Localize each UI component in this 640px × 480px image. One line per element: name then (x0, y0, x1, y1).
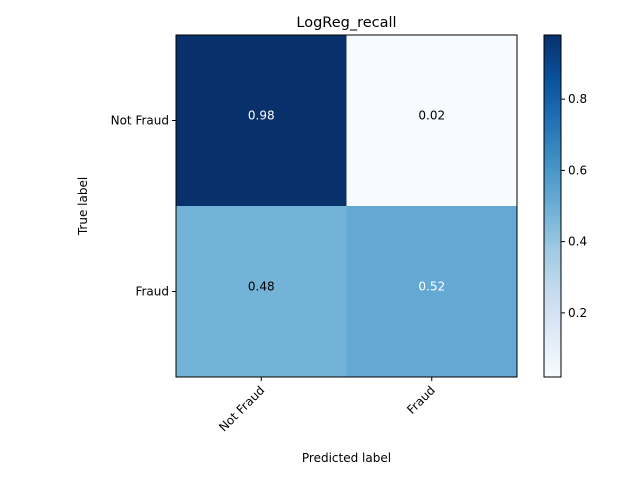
cell-value-label: 0.52 (418, 280, 445, 294)
x-tick-label: Not Fraud (216, 383, 267, 434)
colorbar-tick-label: 0.8 (568, 92, 587, 106)
x-tick-label: Fraud (404, 383, 438, 417)
chart-title: LogReg_recall (296, 15, 396, 31)
x-axis-ticks: Not Fraud Fraud (216, 377, 438, 434)
cell-value-label: 0.02 (418, 109, 445, 123)
colorbar-tick-label: 0.6 (568, 163, 587, 177)
x-axis-label: Predicted label (302, 451, 391, 465)
y-tick-label: Not Fraud (111, 114, 169, 128)
y-tick-label: Fraud (135, 285, 169, 299)
heatmap-cell (346, 206, 518, 378)
colorbar-tick-label: 0.2 (568, 306, 587, 320)
heatmap-cell-labels: 0.98 0.02 0.48 0.52 (248, 109, 445, 294)
plot-frame (175, 34, 518, 378)
heatmap-cell (176, 206, 347, 378)
colorbar (543, 34, 562, 378)
colorbar-tick-label: 0.4 (568, 235, 587, 249)
heatmap-cell (176, 35, 347, 207)
cell-value-label: 0.98 (248, 109, 275, 123)
colorbar-ticks: 0.2 0.4 0.6 0.8 (561, 92, 587, 320)
heatmap-cell (346, 35, 518, 207)
cell-value-label: 0.48 (248, 280, 275, 294)
y-axis-label: True label (76, 177, 90, 236)
heatmap-cells (176, 35, 518, 378)
y-axis-ticks: Not Fraud Fraud (111, 114, 176, 299)
